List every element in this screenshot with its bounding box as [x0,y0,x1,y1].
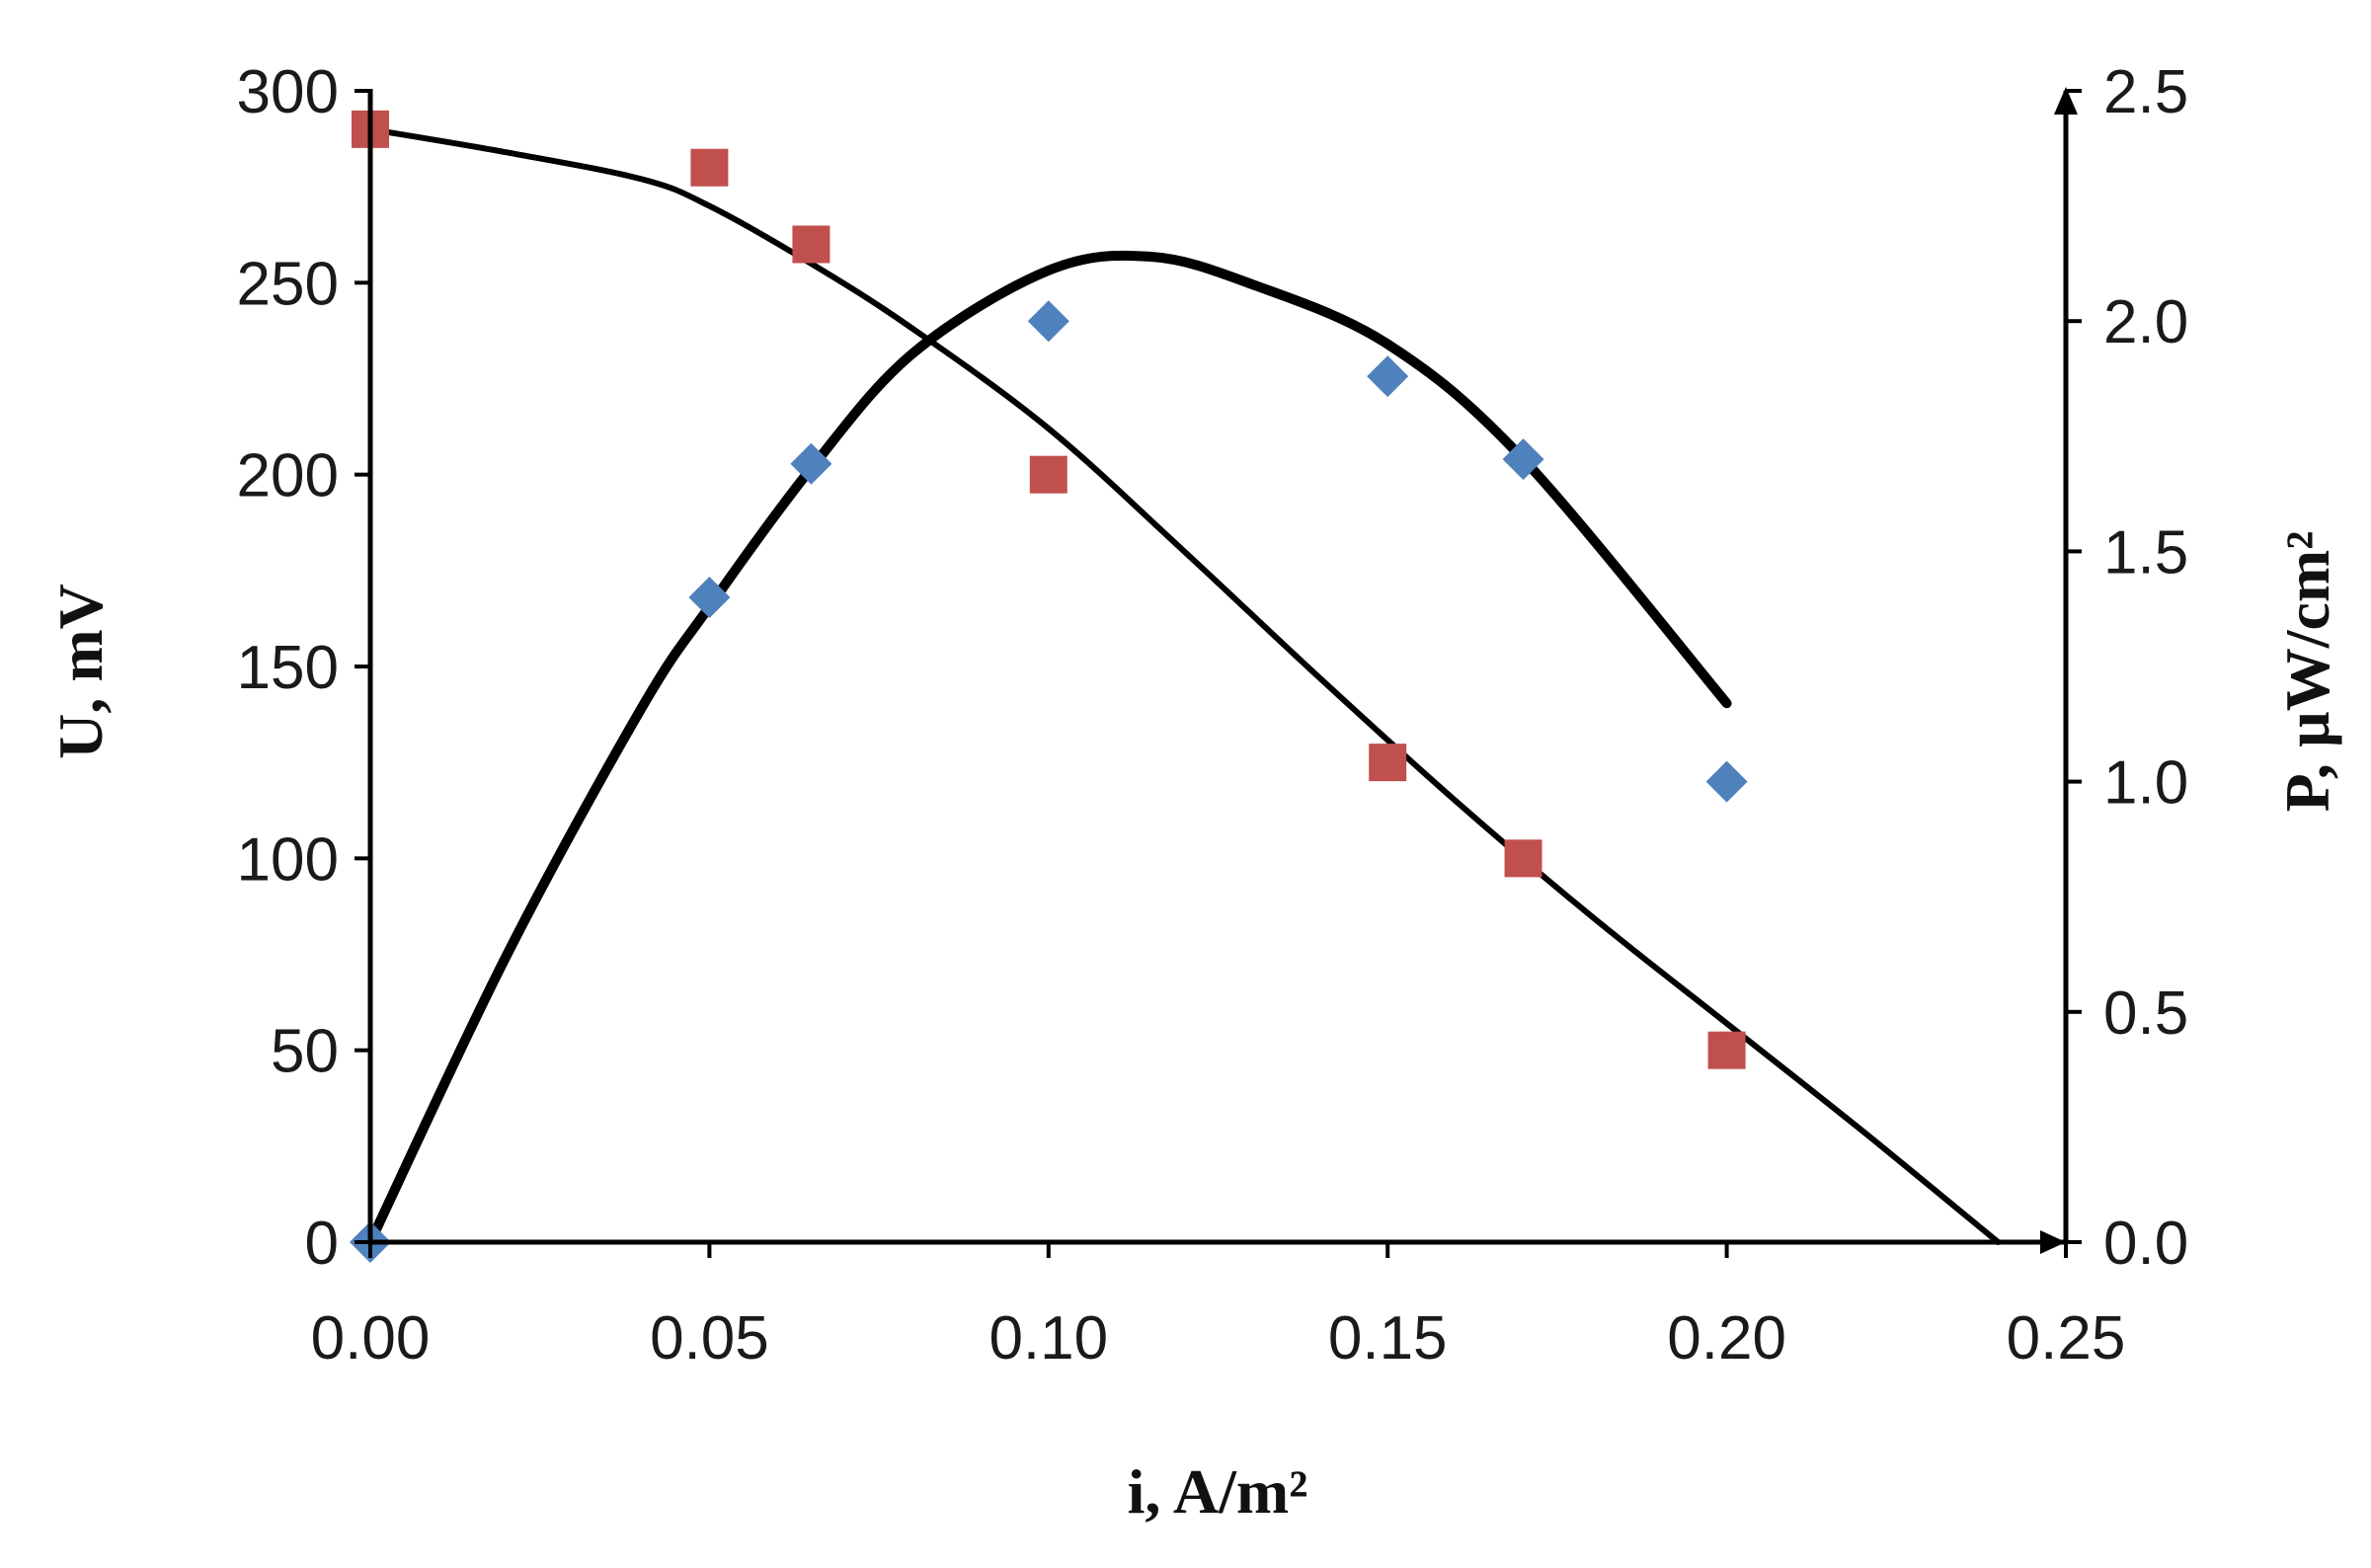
y-left-axis-ticks: 0 50 100 150 200 250 300 [237,58,370,1278]
voltage-point [1707,1031,1746,1069]
voltage-point [690,148,729,187]
x-tick-label: 0.25 [2007,1304,2126,1372]
y-left-tick-label: 150 [237,634,339,702]
voltage-point [1504,839,1542,878]
x-axis-arrowhead [2040,1230,2066,1254]
y-left-tick-label: 50 [271,1018,339,1086]
power-point [1502,438,1544,481]
x-axis-title: i, A/m² [1128,1456,1308,1527]
y-left-tick-label: 100 [237,825,339,894]
x-tick-label: 0.05 [650,1304,769,1372]
y-left-tick-label: 200 [237,442,339,510]
voltage-point [1369,744,1407,782]
y-right-tick-label: 1.0 [2103,749,2188,818]
y-right-tick-label: 2.0 [2103,288,2188,356]
power-point [688,577,731,619]
y-right-tick-label: 0.0 [2103,1210,2188,1278]
x-tick-label: 0.10 [988,1304,1108,1372]
y-right-axis-arrowhead [2054,87,2078,115]
power-point [1367,355,1409,398]
y-left-tick-label: 300 [237,58,339,126]
y-left-tick-label: 0 [305,1210,339,1278]
power-fit-curve [365,250,1732,1247]
x-tick-label: 0.20 [1667,1304,1786,1372]
y-right-axis-title: P, µW/cm² [2272,531,2342,813]
power-point [1705,760,1748,803]
y-left-axis-title: U, mV [45,584,116,759]
y-right-axis-ticks: 0.0 0.5 1.0 1.5 2.0 2.5 [2066,58,2188,1278]
x-tick-label: 0.15 [1328,1304,1448,1372]
y-right-tick-label: 0.5 [2103,980,2188,1048]
voltage-point [1029,455,1067,494]
power-point [1027,300,1069,343]
voltage-fit-curve [367,125,2002,1245]
data-markers [350,110,1748,1263]
voltage-point [792,225,830,264]
x-axis-ticks: 0.00 0.05 0.10 0.15 0.20 0.25 [311,1242,2126,1372]
y-right-tick-label: 2.5 [2103,58,2188,126]
power-point [790,442,832,485]
y-right-tick-label: 1.5 [2103,518,2188,587]
x-tick-label: 0.00 [311,1304,431,1372]
fit-curves [365,125,2002,1247]
y-left-tick-label: 250 [237,250,339,318]
